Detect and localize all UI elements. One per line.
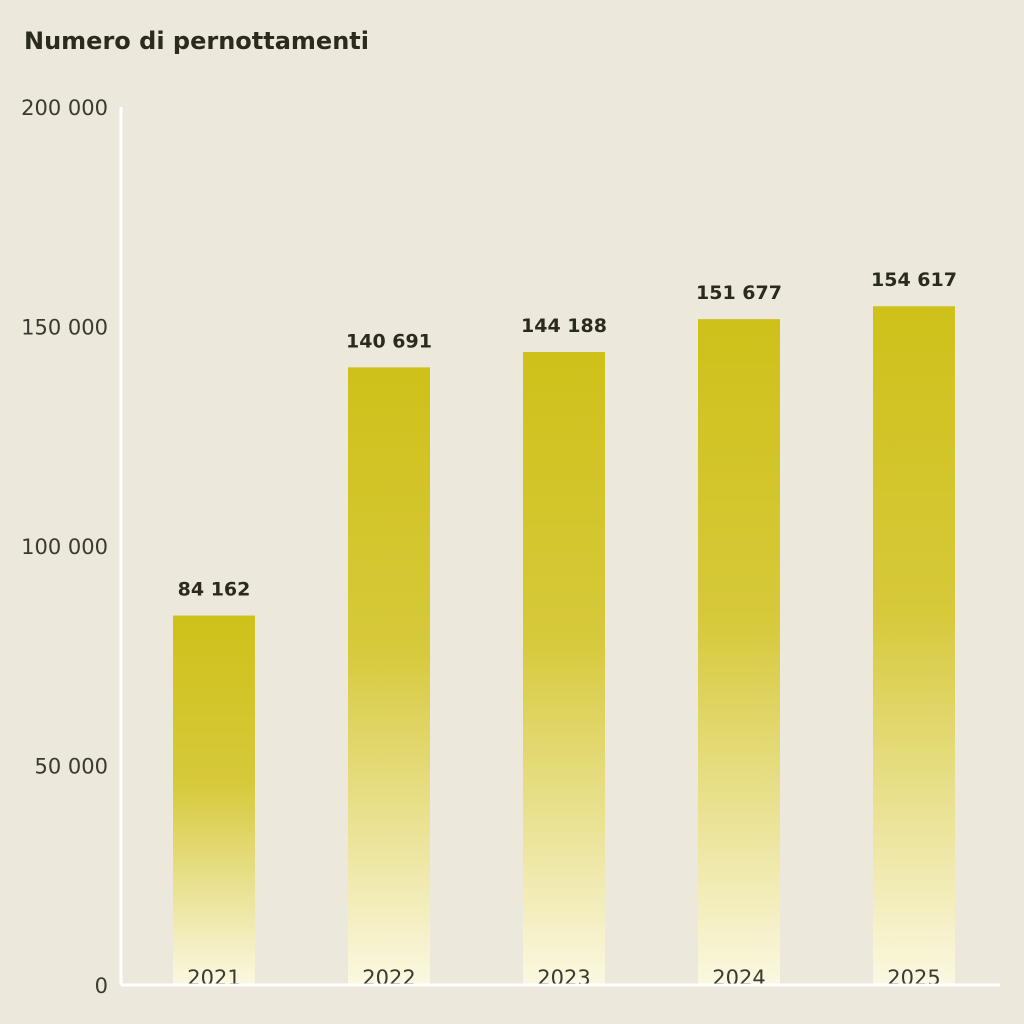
bar-2021 <box>173 615 255 985</box>
bar-2024 <box>698 319 780 986</box>
value-label: 140 691 <box>346 330 432 352</box>
bars-group <box>173 306 955 986</box>
y-tick-label: 150 000 <box>21 316 108 340</box>
y-tick-label: 0 <box>95 974 108 998</box>
chart-title: Numero di pernottamenti <box>24 27 369 55</box>
value-labels-group: 84 162 140 691 144 188 151 677 154 617 <box>178 269 957 600</box>
y-tick-label: 100 000 <box>21 535 108 559</box>
value-label: 144 188 <box>521 315 607 337</box>
y-tick-label: 50 000 <box>35 755 108 779</box>
y-tick-label: 200 000 <box>21 96 108 120</box>
value-label: 84 162 <box>178 579 251 601</box>
bar-2022 <box>348 367 430 985</box>
bar-2025 <box>873 306 955 985</box>
y-axis-ticks: 0 50 000 100 000 150 000 200 000 <box>21 96 108 998</box>
bar-2023 <box>523 352 605 986</box>
value-label: 151 677 <box>696 282 782 304</box>
value-label: 154 617 <box>871 269 957 291</box>
